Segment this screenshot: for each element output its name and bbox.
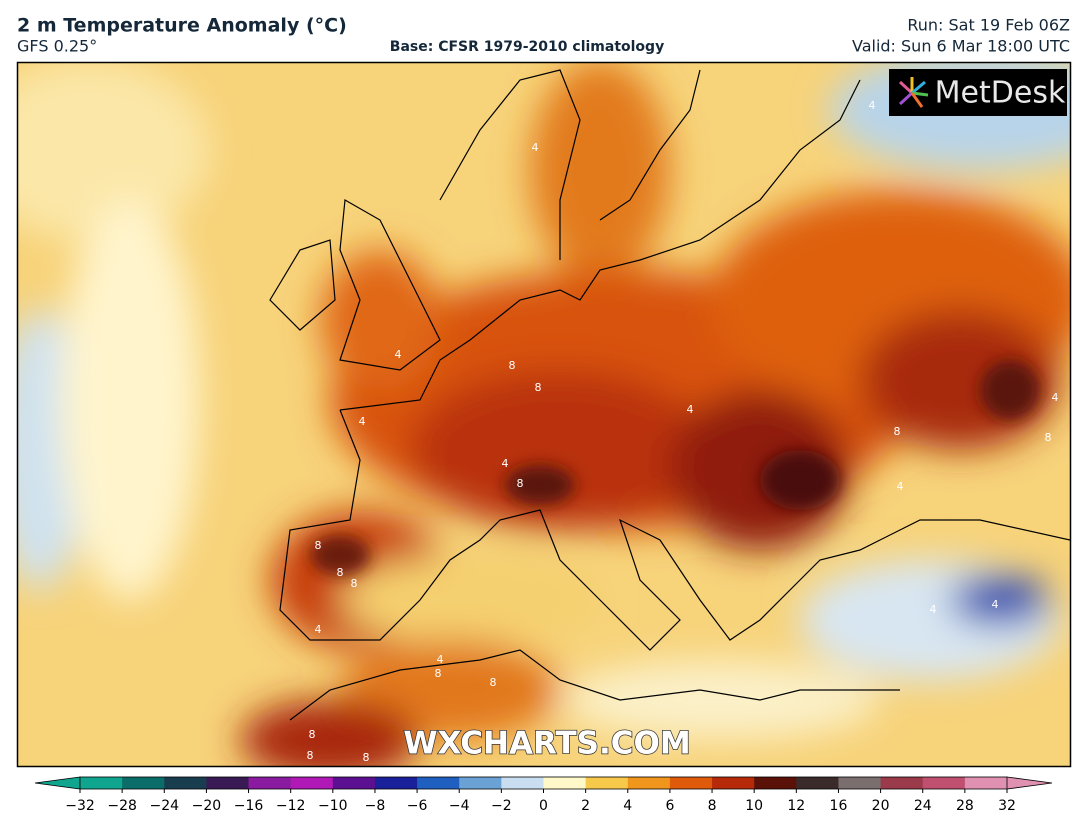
contour-label: 8 <box>307 749 314 762</box>
map <box>18 63 1070 766</box>
colorbar-tick-label: 6 <box>665 798 674 814</box>
model: GFS 0.25° <box>17 37 97 56</box>
colorbar-segment <box>796 777 839 789</box>
colorbar-segment <box>164 777 207 789</box>
contour-label: 4 <box>395 348 402 361</box>
colorbar-segment <box>80 777 123 789</box>
colorbar-tick-label: 8 <box>708 798 717 814</box>
contour-label: 8 <box>1045 431 1052 444</box>
contour-label: 4 <box>897 480 904 493</box>
brand-icon <box>898 77 929 108</box>
colorbar-segment <box>417 777 460 789</box>
contour-label: 4 <box>502 457 509 470</box>
colorbar-segment <box>669 777 713 789</box>
colorbar-tick-label: −32 <box>65 798 95 814</box>
colorbar-tick-label: 16 <box>830 798 848 814</box>
colorbar-tick-label: 0 <box>539 798 548 814</box>
colorbar-tick-label: 12 <box>787 798 805 814</box>
colorbar-tick-label: 20 <box>872 798 890 814</box>
colorbar-tick-label: 2 <box>581 798 590 814</box>
contour-label: 4 <box>437 653 444 666</box>
colorbar-tick-label: −2 <box>491 798 512 814</box>
title: 2 m Temperature Anomaly (°C) <box>17 15 347 37</box>
colorbar-segment <box>585 777 629 789</box>
contour-label: 8 <box>517 477 524 490</box>
contour-label: 8 <box>337 566 344 579</box>
contour-label: 4 <box>359 415 366 428</box>
contour-label: 8 <box>509 359 516 372</box>
contour-label: 8 <box>315 539 322 552</box>
contour-label: 4 <box>532 141 539 154</box>
colorbar-segment <box>501 777 544 789</box>
colorbar-tick-label: −12 <box>276 798 306 814</box>
colorbar-tick-label: −24 <box>149 798 179 814</box>
map-frame <box>16 61 1072 768</box>
watermark: WXCHARTS.COM <box>403 726 690 762</box>
colorbar-tick-label: 28 <box>956 798 974 814</box>
colorbar-segment <box>122 777 165 789</box>
colorbar-tick-label: −16 <box>234 798 264 814</box>
contour-label: 4 <box>1052 391 1059 404</box>
coastlines <box>269 69 1070 721</box>
base: Base: CFSR 1979-2010 climatology <box>390 39 664 55</box>
contour-label: 8 <box>894 425 901 438</box>
colorbar-segment <box>627 777 671 789</box>
colorbar-segment <box>922 777 966 789</box>
colorbar-segment <box>543 777 587 789</box>
contour-label: 8 <box>535 381 542 394</box>
colorbar-tick-label: 24 <box>914 798 932 814</box>
colorbar-segment <box>248 777 292 789</box>
colorbar-segment <box>206 777 250 789</box>
run: Run: Sat 19 Feb 06Z <box>907 16 1070 35</box>
colorbar-tick-label: 10 <box>745 798 763 814</box>
contour-label: 8 <box>363 751 370 764</box>
colorbar-segment <box>332 777 376 789</box>
colorbar-tick-label: −8 <box>365 798 386 814</box>
colorbar-segment <box>880 777 924 789</box>
colorbar-segment <box>754 777 797 789</box>
colorbar-segment <box>459 777 502 789</box>
contour-label: 8 <box>490 676 497 689</box>
colorbar-tick-label: −20 <box>192 798 222 814</box>
brand: MetDesk <box>935 76 1066 111</box>
contour-label: 4 <box>315 623 322 636</box>
colorbar-tick-label: 4 <box>623 798 632 814</box>
colorbar-tick-label: 32 <box>998 798 1016 814</box>
contour-label: 8 <box>351 577 358 590</box>
colorbar-tick-label: −4 <box>449 798 470 814</box>
colorbar-segment <box>290 777 334 789</box>
colorbar-segment <box>374 777 418 789</box>
contour-label: 4 <box>930 603 937 616</box>
colorbar-segment <box>838 777 882 789</box>
colorbar-tick-label: −28 <box>107 798 137 814</box>
colorbar-tick-label: −6 <box>407 798 428 814</box>
contour-label: 4 <box>687 403 694 416</box>
valid: Valid: Sun 6 Mar 18:00 UTC <box>852 37 1070 56</box>
contour-label: 8 <box>435 667 442 680</box>
colorbar-tick-label: −10 <box>318 798 348 814</box>
contour-label: 4 <box>869 99 876 112</box>
contour-label: 4 <box>992 598 999 611</box>
colorbar-end <box>34 776 81 790</box>
colorbar-end <box>1006 776 1053 790</box>
contour-label: 8 <box>309 728 316 741</box>
colorbar-segment <box>964 777 1008 789</box>
colorbar-segment <box>712 777 755 789</box>
